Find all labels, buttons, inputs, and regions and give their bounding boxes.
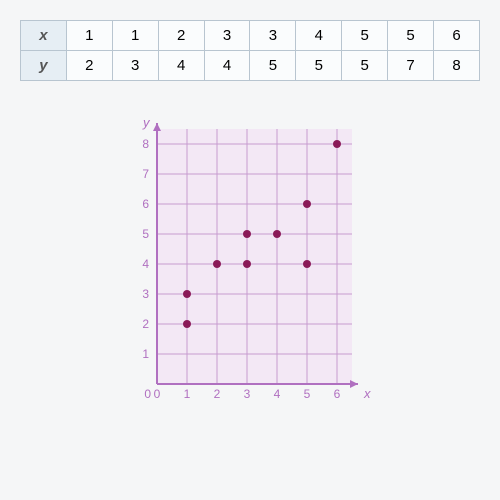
- origin-label: 0: [144, 387, 151, 401]
- x-axis-label: x: [363, 386, 371, 401]
- table-cell: 1: [66, 21, 112, 51]
- x-tick-label: 5: [303, 387, 310, 401]
- x-tick-label: 2: [213, 387, 220, 401]
- x-tick-label: 4: [273, 387, 280, 401]
- table-cell: 6: [434, 21, 480, 51]
- x-axis-arrow-icon: [350, 380, 358, 388]
- y-tick-label: 4: [142, 257, 149, 271]
- x-tick-label: 1: [183, 387, 190, 401]
- table-cell: 5: [342, 51, 388, 81]
- y-axis-label: y: [142, 115, 151, 130]
- table-cell: 5: [388, 21, 434, 51]
- y-tick-label: 5: [142, 227, 149, 241]
- plot-background: [157, 129, 352, 384]
- row-label-x: x: [21, 21, 67, 51]
- row-label-y: y: [21, 51, 67, 81]
- table-cell: 3: [204, 21, 250, 51]
- table-cell: 2: [158, 21, 204, 51]
- y-tick-label: 1: [142, 347, 149, 361]
- data-table: x 1 1 2 3 3 4 5 5 6 y 2 3 4 4 5 5 5 7 8: [20, 20, 480, 81]
- table-cell: 4: [204, 51, 250, 81]
- scatter-point: [243, 230, 251, 238]
- table-cell: 5: [250, 51, 296, 81]
- table-cell: 4: [158, 51, 204, 81]
- table-cell: 2: [66, 51, 112, 81]
- x-tick-label: 6: [333, 387, 340, 401]
- scatter-point: [303, 200, 311, 208]
- scatter-point: [303, 260, 311, 268]
- x-tick-label: 3: [243, 387, 250, 401]
- table-cell: 8: [434, 51, 480, 81]
- table-cell: 7: [388, 51, 434, 81]
- scatter-point: [333, 140, 341, 148]
- x-tick-label: 0: [153, 387, 160, 401]
- table-row-y: y 2 3 4 4 5 5 5 7 8: [21, 51, 480, 81]
- y-tick-label: 7: [142, 167, 149, 181]
- scatter-point: [183, 290, 191, 298]
- table-row-x: x 1 1 2 3 3 4 5 5 6: [21, 21, 480, 51]
- table-cell: 3: [112, 51, 158, 81]
- scatter-plot-svg: 0 1 2 3 4 5 6 1 2 3 4 5 6 7 8 0 x y: [129, 111, 372, 408]
- y-axis-arrow-icon: [153, 123, 161, 131]
- y-tick-label: 6: [142, 197, 149, 211]
- table-cell: 1: [112, 21, 158, 51]
- y-tick-label: 3: [142, 287, 149, 301]
- chart-container: 0 1 2 3 4 5 6 1 2 3 4 5 6 7 8 0 x y: [20, 111, 480, 413]
- scatter-point: [243, 260, 251, 268]
- y-tick-label: 8: [142, 137, 149, 151]
- table-cell: 4: [296, 21, 342, 51]
- table-cell: 5: [342, 21, 388, 51]
- scatter-chart: 0 1 2 3 4 5 6 1 2 3 4 5 6 7 8 0 x y: [129, 111, 372, 413]
- table-cell: 3: [250, 21, 296, 51]
- table-cell: 5: [296, 51, 342, 81]
- scatter-point: [273, 230, 281, 238]
- scatter-point: [213, 260, 221, 268]
- scatter-point: [183, 320, 191, 328]
- y-tick-label: 2: [142, 317, 149, 331]
